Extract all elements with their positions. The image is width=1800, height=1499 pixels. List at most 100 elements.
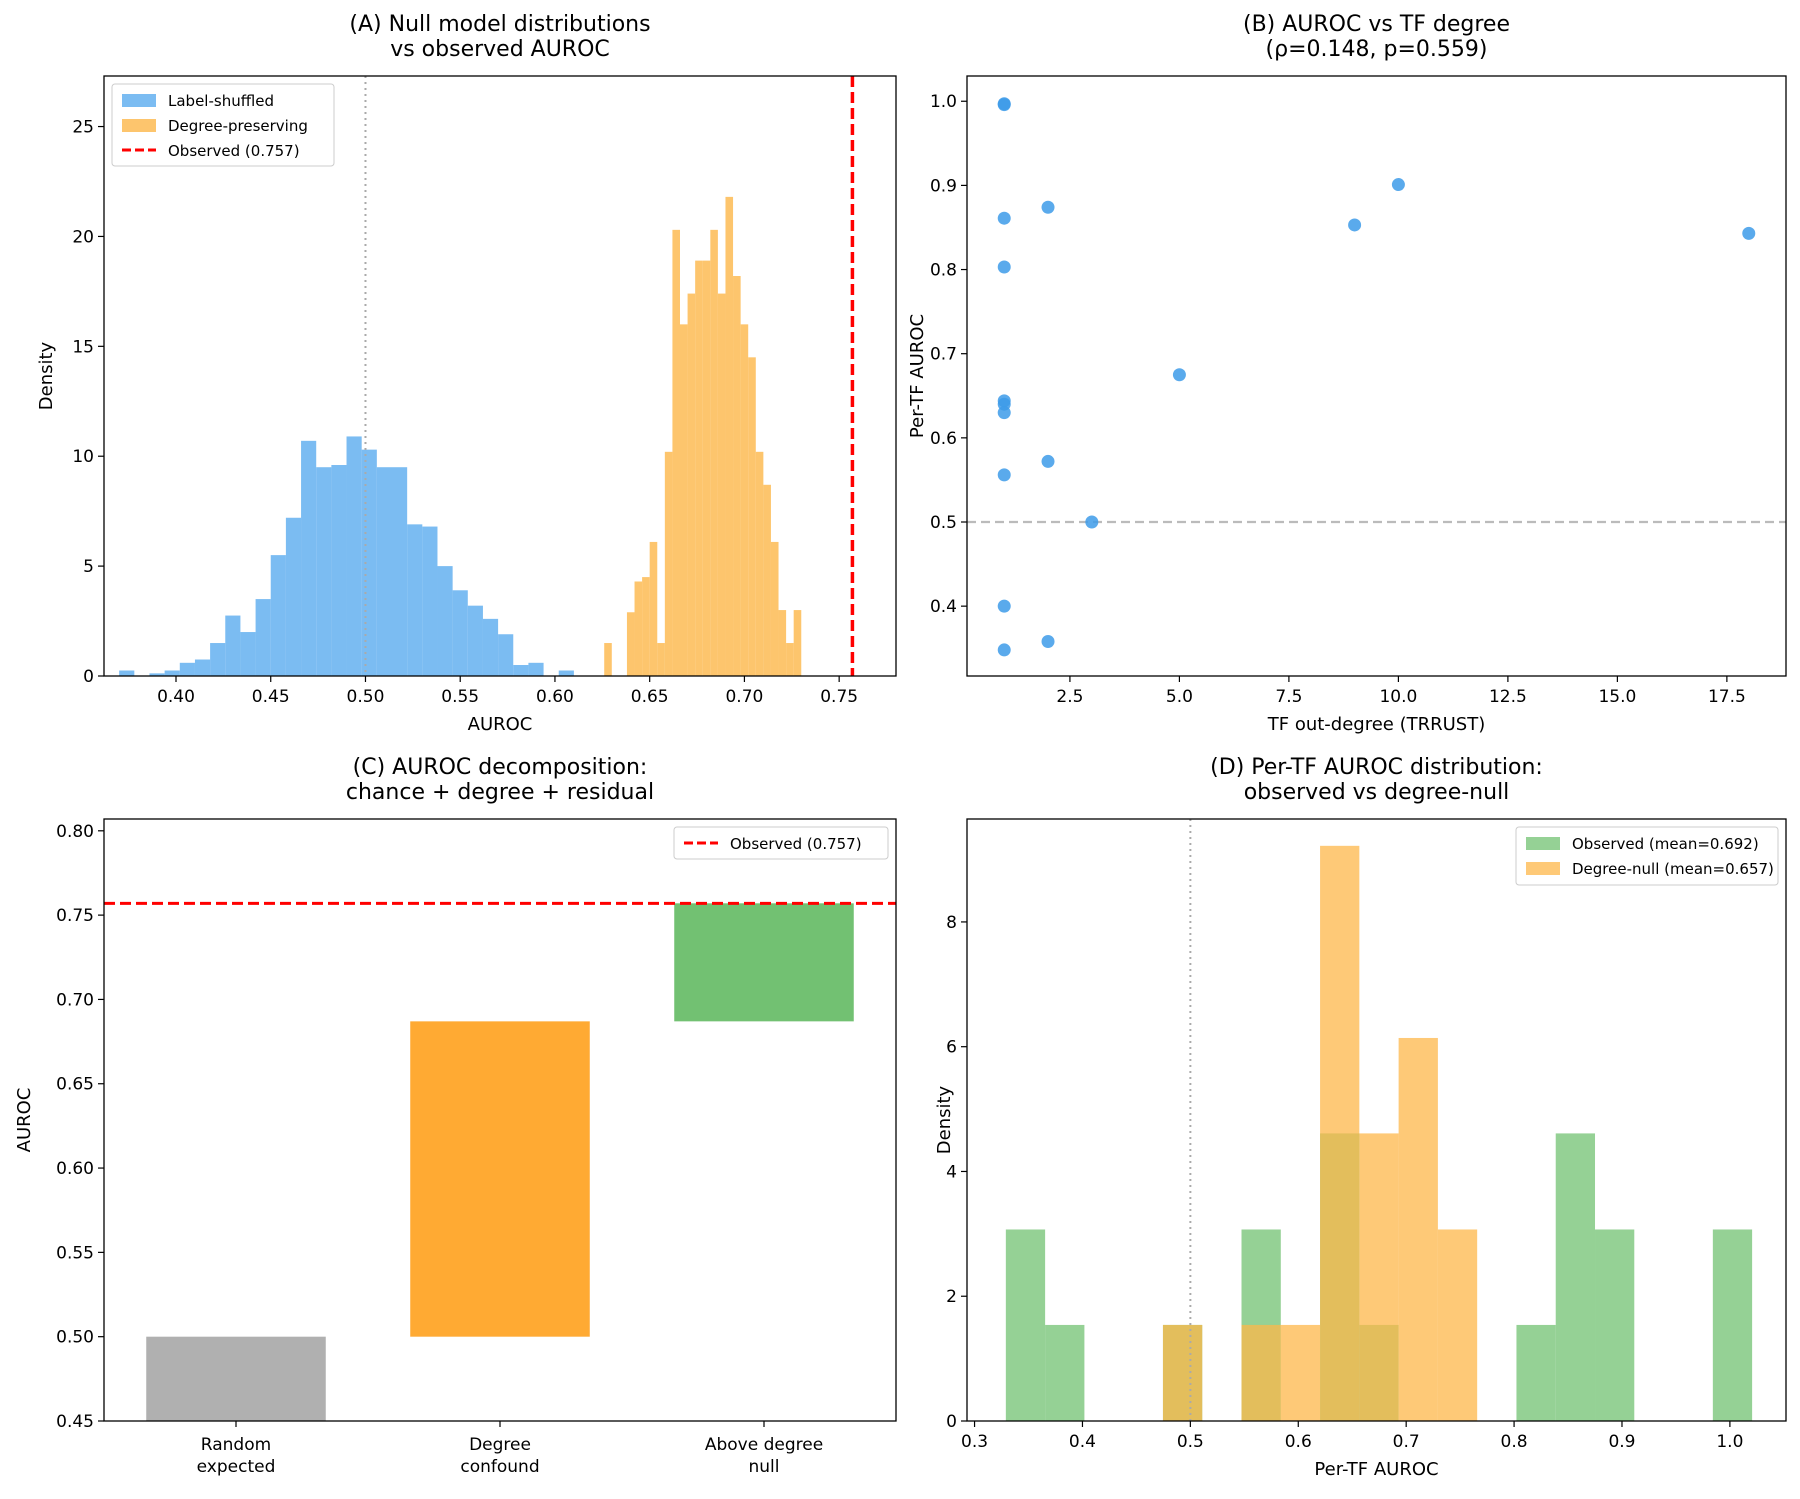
y-tick-label: 20 xyxy=(72,227,94,247)
y-tick-label: 0 xyxy=(946,1412,957,1432)
y-tick-label: 0.45 xyxy=(56,1412,94,1432)
category-label: Random xyxy=(201,1435,271,1455)
degree-preserving-bar xyxy=(793,610,802,676)
decomposition-bar xyxy=(146,1336,326,1421)
y-tick-label: 0.75 xyxy=(56,906,94,926)
panel-title-line: observed vs degree-null xyxy=(1244,780,1510,805)
label-shuffled-bar xyxy=(467,605,483,676)
scatter-point xyxy=(1041,454,1055,468)
label-shuffled-bar xyxy=(376,467,392,676)
degree-null-bar xyxy=(1359,1133,1399,1421)
x-tick-label: 17.5 xyxy=(1708,687,1746,707)
degree-preserving-bar xyxy=(680,324,688,676)
observed-bar xyxy=(1555,1133,1596,1421)
y-tick-label: 0.60 xyxy=(56,1159,94,1179)
y-tick-label: 10 xyxy=(72,447,94,467)
degree-preserving-bar xyxy=(748,357,756,676)
x-tick-label: 0.7 xyxy=(1393,1432,1420,1452)
degree-preserving-bar xyxy=(657,643,665,676)
panel-title-line: (D) Per-TF AUROC distribution: xyxy=(1210,755,1543,780)
y-tick-label: 0.4 xyxy=(930,597,957,617)
scatter-point xyxy=(1742,226,1756,240)
y-tick-label: 25 xyxy=(72,118,94,138)
x-tick-label: 0.6 xyxy=(1285,1432,1312,1452)
degree-preserving-bar xyxy=(778,610,787,676)
label-shuffled-bar xyxy=(392,467,408,676)
degree-preserving-bar xyxy=(702,260,711,676)
scatter-point xyxy=(1085,515,1099,529)
label-shuffled-bar xyxy=(361,449,377,676)
degree-preserving-bar xyxy=(604,643,612,676)
y-tick-label: 8 xyxy=(946,913,957,933)
label-shuffled-bar xyxy=(164,670,180,676)
label-shuffled-bar xyxy=(119,670,135,676)
category-label: confound xyxy=(460,1457,539,1477)
y-tick-label: 0.7 xyxy=(930,345,957,365)
scatter-point xyxy=(997,406,1011,420)
scatter-point xyxy=(997,260,1011,274)
legend-label-shuffled: Label-shuffled xyxy=(168,92,274,110)
scatter-point xyxy=(997,98,1011,112)
legend-box xyxy=(1515,826,1779,886)
degree-preserving-bar xyxy=(649,541,658,676)
panel-title-line: chance + degree + residual xyxy=(346,780,654,805)
axes-frame xyxy=(966,818,1787,1422)
label-shuffled-bar xyxy=(270,555,286,676)
x-tick-label: 0.40 xyxy=(157,687,195,707)
y-tick-label: 2 xyxy=(946,1287,957,1307)
x-tick-label: 0.70 xyxy=(725,687,763,707)
degree-preserving-bar xyxy=(710,229,718,676)
label-shuffled-bar xyxy=(194,659,211,676)
y-tick-label: 0.5 xyxy=(930,513,957,533)
scatter-point xyxy=(1348,218,1362,232)
category-label: null xyxy=(749,1457,780,1477)
degree-null-bar xyxy=(1437,1229,1478,1421)
scatter-point xyxy=(1041,200,1055,214)
x-tick-label: 2.5 xyxy=(1056,687,1083,707)
x-tick-label: 0.55 xyxy=(441,687,479,707)
y-tick-label: 0.6 xyxy=(930,429,957,449)
degree-preserving-bar xyxy=(755,451,764,676)
degree-preserving-bar xyxy=(642,577,650,676)
degree-preserving-bar xyxy=(695,260,703,676)
panel-title-line: (A) Null model distributions xyxy=(349,12,650,37)
label-shuffled-bar xyxy=(210,643,226,676)
panel-d-per-tf-distribution: (D) Per-TF AUROC distribution:observed v… xyxy=(934,755,1787,1480)
label-shuffled-bar xyxy=(513,665,529,676)
scatter-point xyxy=(997,599,1011,613)
axes-frame xyxy=(103,75,897,677)
label-shuffled-bar xyxy=(149,673,165,676)
degree-preserving-bar xyxy=(634,581,643,676)
x-axis-label: Per-TF AUROC xyxy=(1314,1459,1438,1480)
label-shuffled-bar xyxy=(482,618,499,676)
panel-b-auroc-vs-degree: (B) AUROC vs TF degree(ρ=0.148, p=0.559)… xyxy=(907,12,1787,735)
x-tick-label: 12.5 xyxy=(1489,687,1527,707)
label-shuffled-bar xyxy=(346,436,362,676)
x-tick-label: 0.5 xyxy=(1177,1432,1204,1452)
label-shuffled-bar xyxy=(225,615,241,676)
y-axis-label: AUROC xyxy=(14,1088,35,1153)
category-label: Degree xyxy=(469,1435,531,1455)
x-tick-label: 0.9 xyxy=(1608,1432,1635,1452)
decomposition-bar xyxy=(410,1021,590,1337)
degree-null-bar xyxy=(1241,1324,1281,1421)
degree-preserving-bar xyxy=(717,293,726,676)
degree-preserving-bar xyxy=(763,484,771,676)
label-shuffled-bar xyxy=(498,634,514,676)
y-axis-label: Per-TF AUROC xyxy=(907,314,928,438)
degree-preserving-bar xyxy=(664,451,673,676)
label-shuffled-bar xyxy=(179,662,195,676)
scatter-point xyxy=(997,211,1011,225)
x-tick-label: 0.45 xyxy=(252,687,290,707)
legend-observed: Observed (0.757) xyxy=(168,142,300,160)
scatter-point xyxy=(1172,368,1186,382)
y-tick-label: 0.9 xyxy=(930,176,957,196)
degree-preserving-bar xyxy=(786,643,794,676)
x-tick-label: 1.0 xyxy=(1716,1432,1743,1452)
scatter-point xyxy=(997,468,1011,482)
label-shuffled-bar xyxy=(316,467,332,676)
axes-frame xyxy=(966,75,1787,677)
panel-title-line: (B) AUROC vs TF degree xyxy=(1243,12,1510,37)
label-shuffled-bar xyxy=(452,590,468,676)
